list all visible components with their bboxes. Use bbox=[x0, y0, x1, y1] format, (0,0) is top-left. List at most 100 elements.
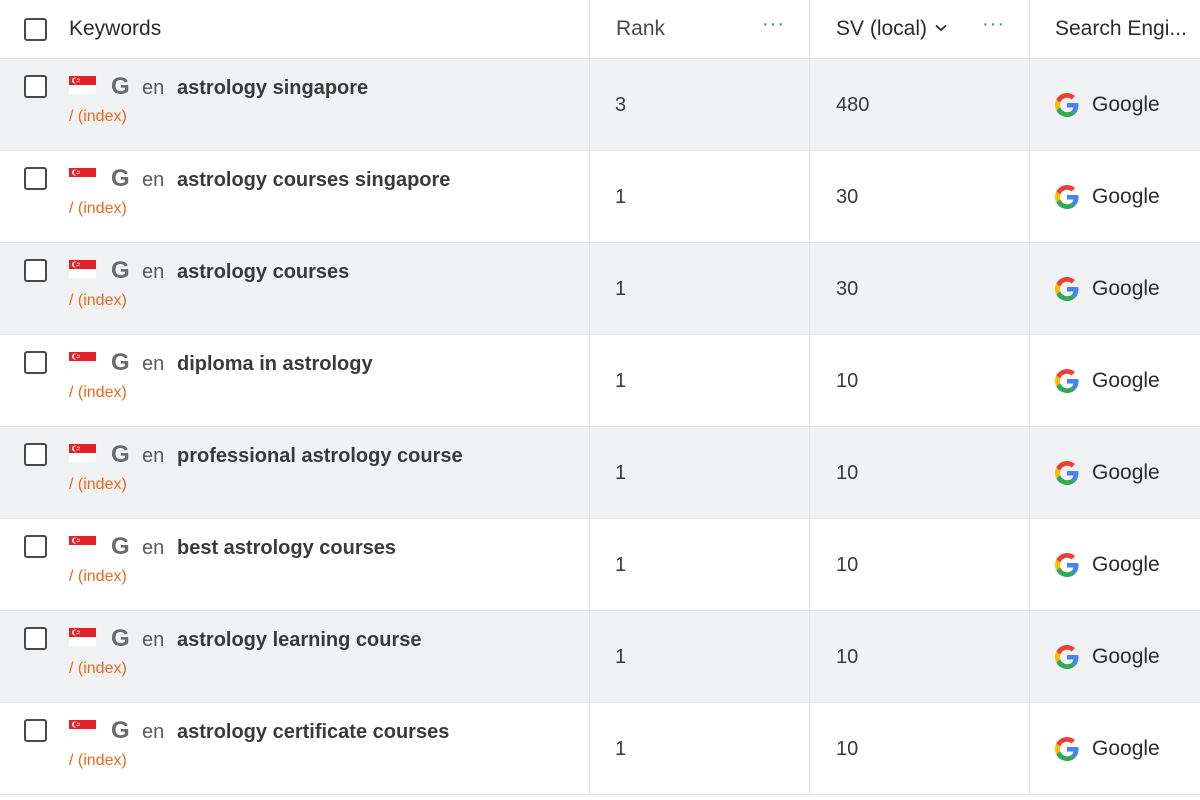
row-checkbox[interactable] bbox=[24, 719, 47, 742]
keyword-language: en bbox=[142, 77, 165, 99]
keyword-url-path[interactable]: / (index) bbox=[69, 292, 127, 309]
search-engine-name: Google bbox=[1092, 553, 1160, 576]
column-divider bbox=[589, 151, 590, 242]
column-divider bbox=[1029, 703, 1030, 794]
search-engine-name: Google bbox=[1092, 277, 1160, 300]
keyword-url-path[interactable]: / (index) bbox=[69, 660, 127, 677]
google-logo-icon bbox=[1055, 369, 1079, 393]
search-engine-name: Google bbox=[1092, 369, 1160, 392]
row-checkbox[interactable] bbox=[24, 167, 47, 190]
singapore-flag-icon bbox=[69, 536, 96, 554]
table-row[interactable]: G en best astrology courses / (index) 1 … bbox=[0, 519, 1200, 611]
rank-value: 1 bbox=[615, 646, 627, 668]
search-engine-name: Google bbox=[1092, 185, 1160, 208]
keyword-language: en bbox=[142, 353, 165, 375]
table-row[interactable]: G en diploma in astrology / (index) 1 10… bbox=[0, 335, 1200, 427]
column-divider bbox=[589, 59, 590, 150]
keyword-language: en bbox=[142, 537, 165, 559]
column-divider bbox=[809, 427, 810, 518]
column-divider bbox=[1029, 243, 1030, 334]
column-divider bbox=[1029, 611, 1030, 702]
keyword-text[interactable]: diploma in astrology bbox=[177, 353, 373, 375]
sv-value: 480 bbox=[836, 94, 870, 116]
google-logo-icon bbox=[1055, 461, 1079, 485]
google-logo-icon bbox=[1055, 737, 1079, 761]
header-sv-local[interactable]: SV (local) bbox=[836, 17, 947, 41]
row-checkbox[interactable] bbox=[24, 75, 47, 98]
row-checkbox[interactable] bbox=[24, 351, 47, 374]
column-divider bbox=[809, 703, 810, 794]
column-divider bbox=[1029, 59, 1030, 150]
rank-value: 1 bbox=[615, 278, 627, 300]
keyword-url-path[interactable]: / (index) bbox=[69, 384, 127, 401]
keyword-text[interactable]: best astrology courses bbox=[177, 537, 396, 559]
table-row[interactable]: G en astrology certificate courses / (in… bbox=[0, 703, 1200, 795]
table-row[interactable]: G en astrology courses / (index) 1 30 Go… bbox=[0, 243, 1200, 335]
column-divider bbox=[1029, 335, 1030, 426]
keyword-language: en bbox=[142, 169, 165, 191]
column-divider bbox=[1029, 0, 1030, 58]
rank-value: 3 bbox=[615, 94, 627, 116]
column-divider bbox=[589, 243, 590, 334]
sv-more-icon[interactable]: ··· bbox=[982, 13, 1005, 35]
google-g-icon: G bbox=[111, 625, 130, 652]
google-logo-icon bbox=[1055, 553, 1079, 577]
keyword-text[interactable]: astrology courses bbox=[177, 261, 350, 283]
header-rank[interactable]: Rank bbox=[616, 17, 666, 40]
chevron-down-icon bbox=[935, 24, 947, 32]
keyword-language: en bbox=[142, 261, 165, 283]
keyword-language: en bbox=[142, 629, 165, 651]
sv-value: 10 bbox=[836, 554, 859, 576]
table-row[interactable]: G en professional astrology course / (in… bbox=[0, 427, 1200, 519]
row-checkbox[interactable] bbox=[24, 535, 47, 558]
search-engine-name: Google bbox=[1092, 461, 1160, 484]
row-checkbox[interactable] bbox=[24, 443, 47, 466]
column-divider bbox=[589, 611, 590, 702]
column-divider bbox=[1029, 519, 1030, 610]
header-sv-label: SV (local) bbox=[836, 17, 928, 40]
sv-value: 10 bbox=[836, 462, 859, 484]
table-header-row: Keywords Rank ··· SV (local) ··· Search … bbox=[0, 0, 1200, 59]
keyword-text[interactable]: astrology singapore bbox=[177, 77, 369, 99]
singapore-flag-icon bbox=[69, 76, 96, 94]
column-divider bbox=[1029, 427, 1030, 518]
header-keywords[interactable]: Keywords bbox=[69, 17, 162, 40]
keyword-text[interactable]: professional astrology course bbox=[177, 445, 463, 467]
rank-value: 1 bbox=[615, 462, 627, 484]
singapore-flag-icon bbox=[69, 352, 96, 370]
keyword-url-path[interactable]: / (index) bbox=[69, 108, 127, 125]
rank-value: 1 bbox=[615, 554, 627, 576]
keyword-url-path[interactable]: / (index) bbox=[69, 568, 127, 585]
sv-value: 30 bbox=[836, 186, 859, 208]
column-divider bbox=[809, 59, 810, 150]
search-engine-name: Google bbox=[1092, 645, 1160, 668]
column-divider bbox=[809, 151, 810, 242]
select-all-checkbox[interactable] bbox=[24, 18, 47, 41]
keyword-text[interactable]: astrology certificate courses bbox=[177, 721, 450, 743]
singapore-flag-icon bbox=[69, 628, 96, 646]
header-search-engine[interactable]: Search Engi... bbox=[1055, 17, 1187, 40]
column-divider bbox=[809, 519, 810, 610]
google-logo-icon bbox=[1055, 277, 1079, 301]
keyword-text[interactable]: astrology courses singapore bbox=[177, 169, 451, 191]
column-divider bbox=[1029, 151, 1030, 242]
google-g-icon: G bbox=[111, 257, 130, 284]
singapore-flag-icon bbox=[69, 168, 96, 186]
google-g-icon: G bbox=[111, 349, 130, 376]
rank-value: 1 bbox=[615, 186, 627, 208]
column-divider bbox=[809, 0, 810, 58]
table-row[interactable]: G en astrology singapore / (index) 3 480… bbox=[0, 59, 1200, 151]
table-row[interactable]: G en astrology learning course / (index)… bbox=[0, 611, 1200, 703]
table-row[interactable]: G en astrology courses singapore / (inde… bbox=[0, 151, 1200, 243]
sv-value: 10 bbox=[836, 370, 859, 392]
keyword-url-path[interactable]: / (index) bbox=[69, 752, 127, 769]
row-checkbox[interactable] bbox=[24, 627, 47, 650]
keyword-url-path[interactable]: / (index) bbox=[69, 476, 127, 493]
keyword-text[interactable]: astrology learning course bbox=[177, 629, 422, 651]
column-divider bbox=[809, 335, 810, 426]
rank-more-icon[interactable]: ··· bbox=[762, 13, 785, 35]
singapore-flag-icon bbox=[69, 444, 96, 462]
row-checkbox[interactable] bbox=[24, 259, 47, 282]
column-divider bbox=[589, 519, 590, 610]
keyword-url-path[interactable]: / (index) bbox=[69, 200, 127, 217]
